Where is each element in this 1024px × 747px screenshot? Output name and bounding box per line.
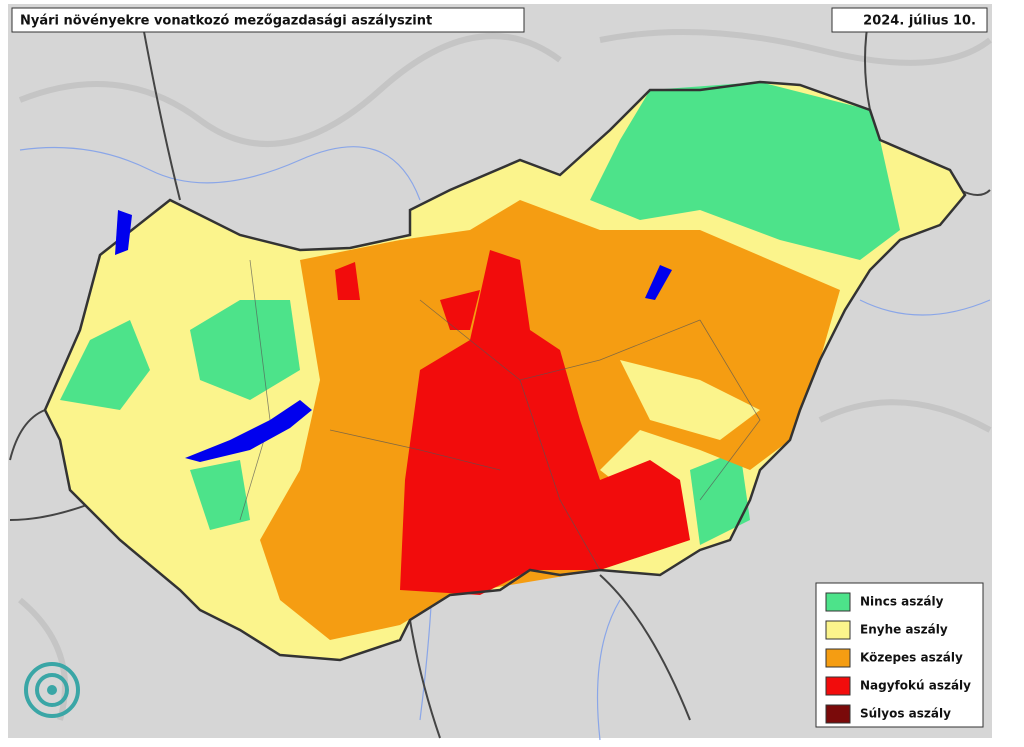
drought-region: [620, 360, 760, 440]
drought-region: [690, 450, 750, 545]
drought-region: [190, 300, 300, 400]
map-title: Nyári növényekre vonatkozó mezőgazdasági…: [20, 14, 432, 29]
map-date: 2024. július 10.: [863, 14, 976, 29]
drought-region: [590, 82, 900, 260]
legend-swatch: [825, 704, 851, 724]
legend-label: Enyhe aszály: [860, 623, 948, 637]
legend: Nincs aszály Enyhe aszály Közepes aszály Na…: [815, 582, 984, 728]
drought-region: [335, 262, 360, 300]
hungary-border: [43, 80, 967, 662]
lake-balaton: [185, 400, 312, 462]
legend-label: Közepes aszály: [860, 651, 963, 665]
terrain-shading: [18, 29, 992, 721]
drought-region: [190, 460, 250, 530]
legend-label: Súlyos aszály: [860, 707, 951, 721]
lake-tisza: [645, 265, 672, 300]
drought-regions: [45, 82, 965, 660]
title-box: [11, 7, 525, 33]
legend-swatch: [825, 592, 851, 612]
drought-region: [60, 320, 150, 410]
logo: [24, 662, 80, 718]
drought-region: [440, 290, 480, 330]
legend-swatch: [825, 676, 851, 696]
drought-region: [400, 250, 690, 595]
legend-swatch: [825, 648, 851, 668]
date-box: [831, 7, 988, 33]
legend-label: Nincs aszály: [860, 595, 944, 609]
country-borders: [9, 9, 991, 739]
legend-label: Nagyfokú aszály: [860, 679, 971, 693]
legend-swatch: [825, 620, 851, 640]
lake-neusiedl: [115, 210, 132, 255]
